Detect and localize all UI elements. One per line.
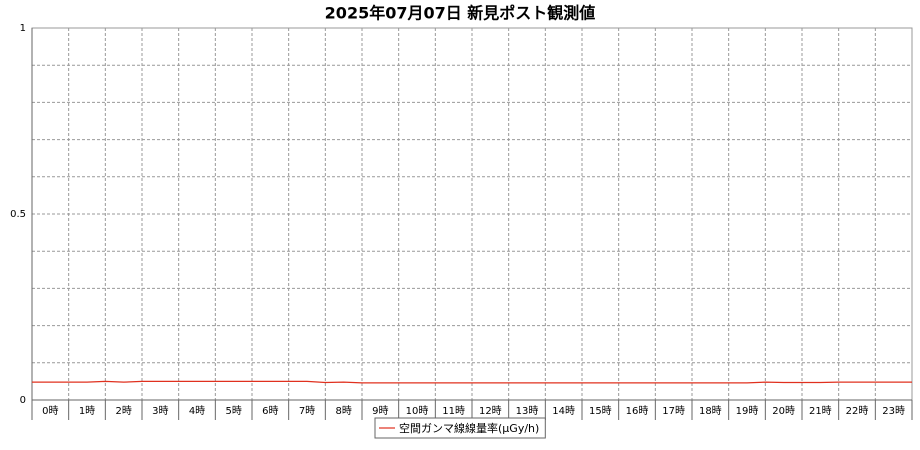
x-tick-label: 19時 <box>736 405 759 417</box>
x-tick-label: 20時 <box>772 405 795 417</box>
x-tick-label: 1時 <box>79 405 95 417</box>
y-tick-label: 0.5 <box>10 209 26 220</box>
x-tick-label: 21時 <box>809 405 832 417</box>
x-tick-label: 5時 <box>225 405 241 417</box>
x-tick-label: 15時 <box>589 405 612 417</box>
y-tick-label: 0 <box>20 395 26 406</box>
x-tick-label: 2時 <box>115 405 131 417</box>
legend: 空間ガンマ線線量率(μGy/h) <box>374 417 546 439</box>
x-tick-label: 4時 <box>189 405 205 417</box>
x-tick-label: 9時 <box>372 405 388 417</box>
x-tick-label: 0時 <box>42 405 58 417</box>
x-tick-label: 11時 <box>442 405 465 417</box>
legend-box <box>374 417 546 439</box>
x-tick-label: 18時 <box>699 405 722 417</box>
data-line <box>32 380 912 384</box>
x-tick-label: 16時 <box>626 405 649 417</box>
x-tick-label: 23時 <box>882 405 905 417</box>
x-tick-label: 10時 <box>406 405 429 417</box>
x-tick-label: 7時 <box>299 405 315 417</box>
x-tick-label: 13時 <box>516 405 539 417</box>
x-tick-label: 22時 <box>846 405 869 417</box>
x-tick-label: 17時 <box>662 405 685 417</box>
x-tick-label: 12時 <box>479 405 502 417</box>
x-tick-label: 14時 <box>552 405 575 417</box>
y-tick-label: 1 <box>20 23 26 34</box>
chart-title: 2025年07月07日 新見ポスト観測値 <box>325 4 596 23</box>
x-tick-label: 3時 <box>152 405 168 417</box>
x-tick-label: 8時 <box>335 405 351 417</box>
x-tick-label: 6時 <box>262 405 278 417</box>
legend-label: 空間ガンマ線線量率(μGy/h) <box>399 421 539 435</box>
